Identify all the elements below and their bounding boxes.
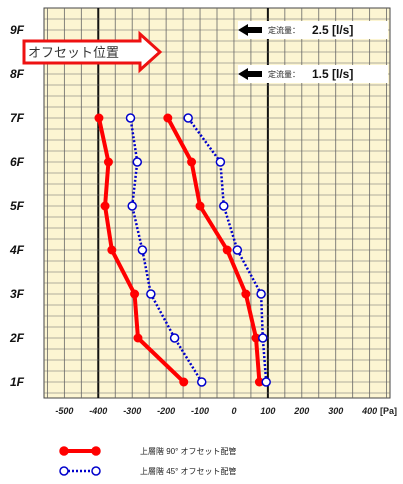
series-point <box>103 157 113 167</box>
series-point <box>195 201 205 211</box>
series-point <box>163 113 173 123</box>
series-point <box>183 113 193 123</box>
series-point <box>241 289 251 299</box>
flow-value: 1.5 [l/s] <box>312 67 353 81</box>
floor-label: 7F <box>10 111 25 125</box>
offset-annotation-label: オフセット位置 <box>28 45 119 60</box>
x-axis-unit: [Pa] <box>380 406 397 416</box>
x-tick-label: 300 <box>328 406 343 416</box>
legend-swatch-marker <box>91 466 101 476</box>
series-point <box>196 377 207 387</box>
legend-swatch-marker <box>59 446 69 456</box>
series-point <box>169 333 180 343</box>
series-point <box>125 113 136 123</box>
series-point <box>107 245 117 255</box>
floor-label: 6F <box>10 155 25 169</box>
legend-label: 上層階 45° オフセット配管 <box>140 466 237 476</box>
floor-label: 4F <box>9 243 25 257</box>
floor-label: 3F <box>10 287 25 301</box>
x-tick-label: -100 <box>191 406 209 416</box>
legend-swatch-marker <box>59 466 69 476</box>
x-tick-label: -200 <box>157 406 175 416</box>
plot-layer: 1F 2F 3F 4F 5F 6F 7F 8F 9F -500 -400 -300 -200 -100 0 1… <box>9 7 397 476</box>
series-point <box>219 201 229 211</box>
x-tick-label: -400 <box>89 406 107 416</box>
series-point <box>133 333 143 343</box>
floor-label: 2F <box>9 331 25 345</box>
series-point <box>187 157 197 167</box>
floor-label: 9F <box>10 23 25 37</box>
flow-label-background <box>238 65 388 83</box>
series-point <box>137 245 148 255</box>
series-point <box>94 113 104 123</box>
flow-pointer-arrow <box>238 68 262 80</box>
x-tick-label: -500 <box>55 406 73 416</box>
series-point <box>127 201 137 211</box>
legend-label: 上層階 90° オフセット配管 <box>140 446 237 456</box>
floor-label: 8F <box>10 67 25 81</box>
series-point <box>130 289 140 299</box>
floor-label: 1F <box>10 375 25 389</box>
flow-label-background <box>238 21 388 39</box>
series-point <box>222 245 232 255</box>
series-point <box>215 157 226 167</box>
x-tick-label: 0 <box>231 406 236 416</box>
series-point <box>100 201 110 211</box>
flow-label: 定流量： <box>268 25 300 35</box>
series-point <box>179 377 189 387</box>
series-point <box>251 333 261 343</box>
series-point <box>232 245 243 255</box>
series-point <box>256 289 266 299</box>
series-point <box>258 333 268 343</box>
series-point <box>261 377 271 387</box>
x-tick-label: -300 <box>123 406 141 416</box>
series-point <box>254 377 264 387</box>
floor-label: 5F <box>10 199 25 213</box>
x-tick-label: 100 <box>260 406 275 416</box>
flow-value: 2.5 [l/s] <box>312 23 353 37</box>
series-point <box>146 289 156 299</box>
series-point <box>132 157 143 167</box>
flow-pointer-arrow <box>238 24 262 36</box>
x-tick-label: 200 <box>293 406 309 416</box>
offset-arrow <box>22 30 163 74</box>
legend-swatch-marker <box>91 446 101 456</box>
flow-label: 定流量： <box>268 69 300 79</box>
x-tick-label: 400 <box>361 406 377 416</box>
